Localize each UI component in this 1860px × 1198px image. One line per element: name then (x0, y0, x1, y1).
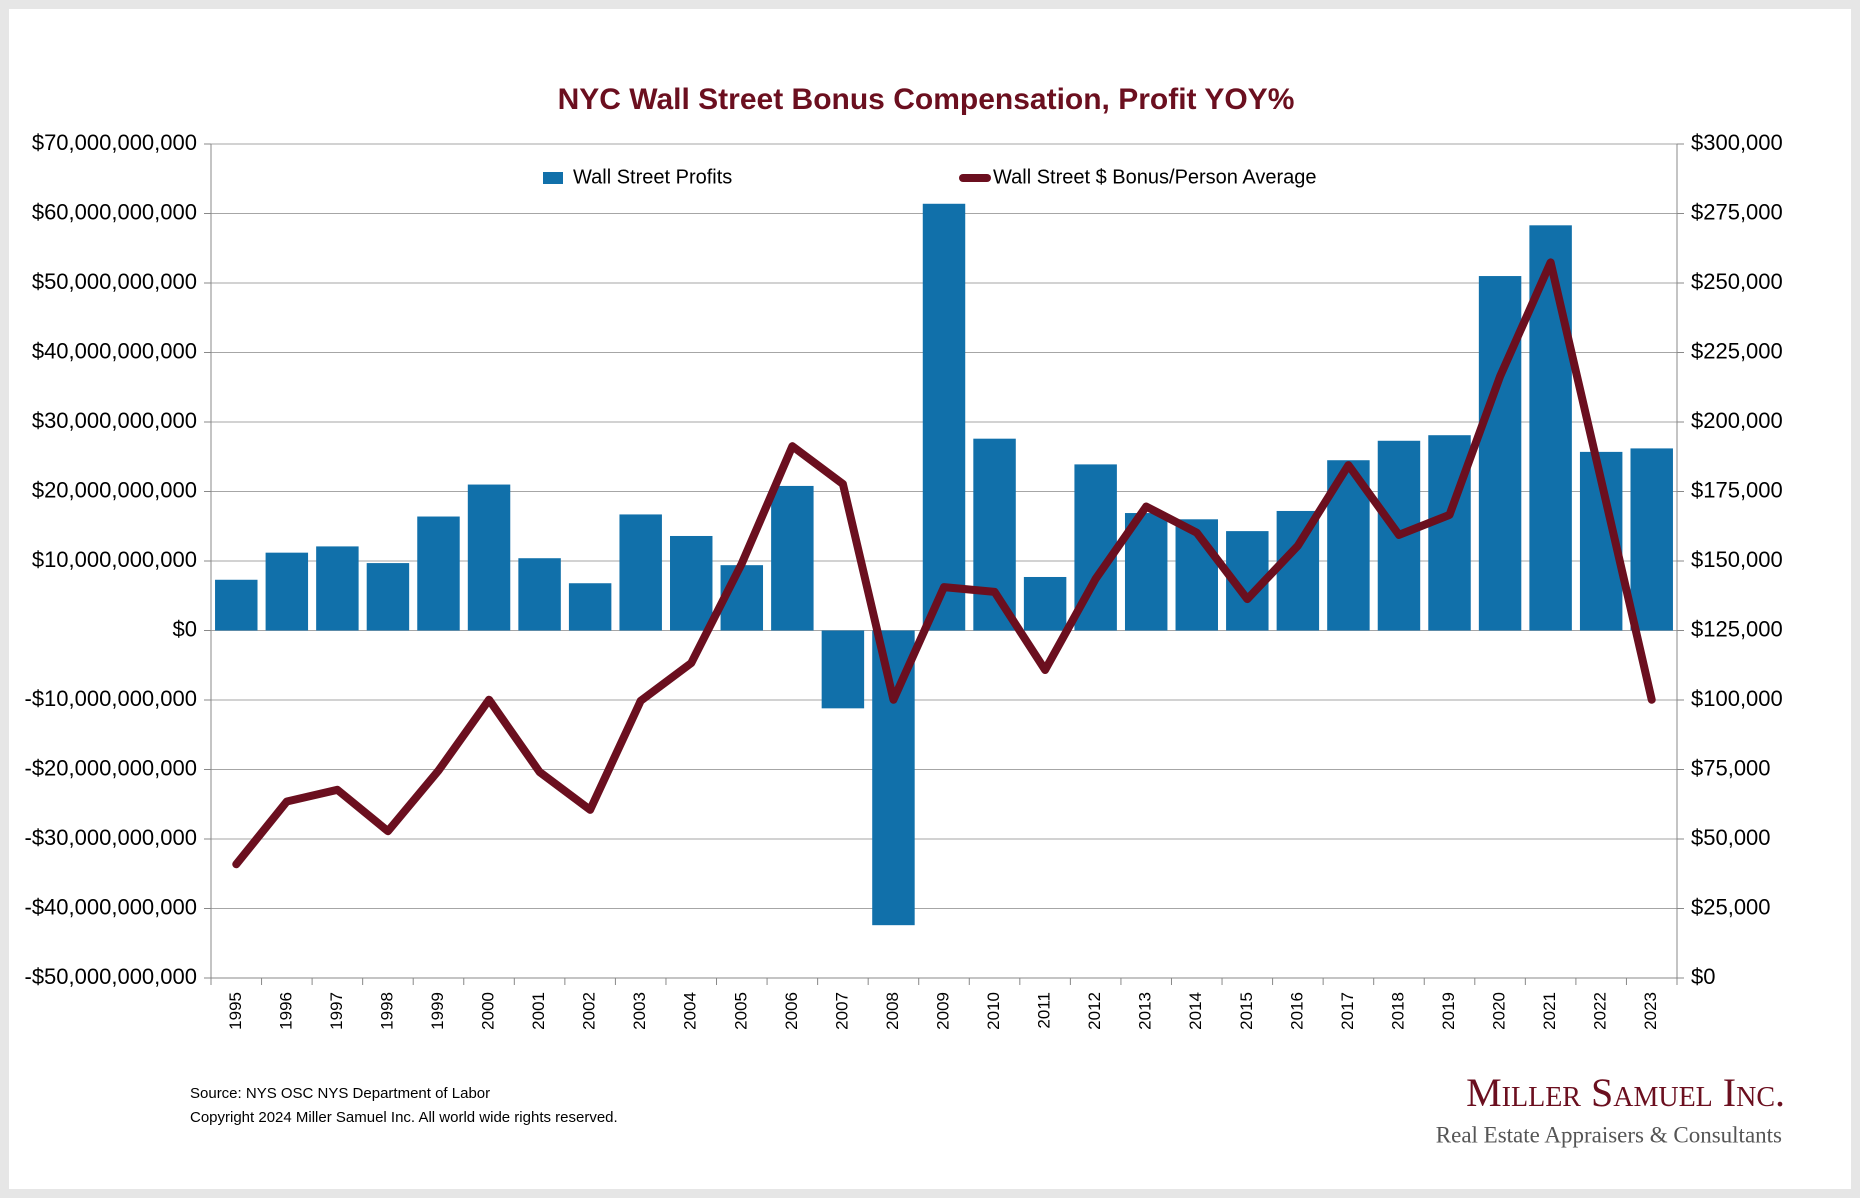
brand-tagline: Real Estate Appraisers & Consultants (1436, 1122, 1782, 1147)
legend-swatch (543, 172, 563, 184)
x-tick-label: 2013 (1136, 992, 1155, 1030)
bar (1276, 510, 1320, 631)
y2-tick-label: $150,000 (1691, 547, 1783, 572)
chart-title: NYC Wall Street Bonus Compensation, Prof… (558, 83, 1295, 116)
x-tick-label: 2021 (1540, 992, 1559, 1030)
y2-tick-label: $225,000 (1691, 338, 1783, 363)
y2-tick-label: $75,000 (1691, 755, 1771, 780)
bar (771, 485, 814, 631)
x-tick-label: 2006 (782, 992, 801, 1030)
y-tick-label: $0 (173, 616, 197, 641)
bar (619, 514, 662, 631)
copyright: Copyright 2024 Miller Samuel Inc. All wo… (190, 1109, 618, 1126)
y-tick-label: -$30,000,000,000 (25, 825, 198, 850)
y-tick-label: -$40,000,000,000 (25, 894, 198, 919)
x-tick-label: 1999 (428, 992, 447, 1030)
bar (1630, 448, 1673, 631)
y-tick-label: $50,000,000,000 (32, 269, 197, 294)
x-tick-label: 2019 (1439, 992, 1458, 1030)
bar (518, 558, 561, 631)
x-tick-label: 1998 (377, 992, 396, 1030)
x-tick-label: 1997 (327, 992, 346, 1030)
x-tick-label: 1995 (226, 992, 245, 1030)
x-tick-label: 2016 (1287, 992, 1306, 1030)
x-tick-label: 2008 (883, 992, 902, 1030)
y2-tick-label: $50,000 (1691, 825, 1771, 850)
x-tick-label: 2007 (832, 992, 851, 1030)
x-tick-label: 1996 (276, 992, 295, 1030)
x-tick-label: 2023 (1641, 992, 1660, 1030)
x-tick-label: 2010 (984, 992, 1003, 1030)
bar (922, 203, 966, 631)
x-tick-label: 2014 (1186, 992, 1205, 1030)
y2-tick-label: $275,000 (1691, 199, 1783, 224)
x-tick-label: 2022 (1591, 992, 1610, 1030)
line (232, 258, 1656, 869)
y-tick-label: $20,000,000,000 (32, 477, 197, 502)
bar (821, 630, 865, 709)
y2-tick-label: $0 (1691, 964, 1715, 989)
y2-tick-label: $250,000 (1691, 269, 1783, 294)
y2-tick-label: $300,000 (1691, 130, 1783, 155)
y-tick-label: -$50,000,000,000 (25, 964, 198, 989)
y-tick-label: $60,000,000,000 (32, 199, 197, 224)
x-tick-label: 2018 (1388, 992, 1407, 1030)
bar (467, 484, 511, 631)
y-tick-label: $70,000,000,000 (32, 130, 197, 155)
brand: Miller Samuel Inc. (1466, 1070, 1785, 1115)
y-tick-label: $10,000,000,000 (32, 547, 197, 572)
x-tick-label: 2009 (933, 992, 952, 1030)
bar (316, 546, 359, 631)
bar (568, 583, 612, 631)
bar (872, 630, 915, 926)
x-tick-label: 2000 (479, 992, 498, 1030)
x-tick-label: 2003 (630, 992, 649, 1030)
y2-tick-label: $100,000 (1691, 686, 1783, 711)
y2-tick-label: $25,000 (1691, 894, 1771, 919)
y-tick-label: -$10,000,000,000 (25, 686, 198, 711)
y2-tick-label: $125,000 (1691, 616, 1783, 641)
x-tick-label: 2012 (1085, 992, 1104, 1030)
x-tick-label: 2001 (529, 992, 548, 1030)
x-tick-label: 2005 (731, 992, 750, 1030)
bar (215, 579, 258, 631)
bar (1023, 576, 1067, 631)
legend-label: Wall Street Profits (573, 166, 732, 188)
bar (670, 535, 713, 631)
bar (973, 438, 1016, 631)
x-tick-label: 2004 (681, 992, 700, 1030)
legend-label: Wall Street $ Bonus/Person Average (993, 166, 1317, 188)
source: Source: NYS OSC NYS Department of Labor (190, 1085, 490, 1102)
y-tick-label: -$20,000,000,000 (25, 755, 198, 780)
x-tick-label: 2011 (1035, 992, 1054, 1029)
y-tick-label: $30,000,000,000 (32, 408, 197, 433)
y-tick-label: $40,000,000,000 (32, 338, 197, 363)
x-tick-label: 2020 (1490, 992, 1509, 1030)
bar (1478, 276, 1522, 631)
bar (417, 516, 460, 631)
y2-tick-label: $175,000 (1691, 477, 1783, 502)
bar (265, 552, 309, 631)
x-tick-label: 2002 (580, 992, 599, 1030)
x-tick-label: 2015 (1237, 992, 1256, 1030)
bar (366, 563, 410, 631)
x-tick-label: 2017 (1338, 992, 1357, 1030)
y2-tick-label: $200,000 (1691, 408, 1783, 433)
